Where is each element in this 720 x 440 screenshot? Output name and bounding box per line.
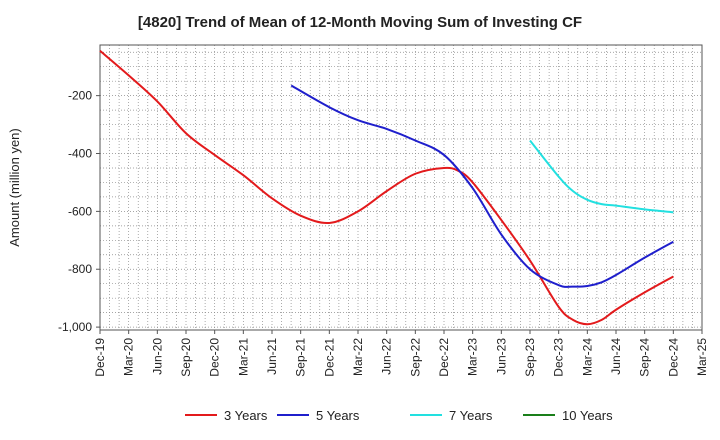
legend-label: 3 Years bbox=[224, 408, 268, 423]
x-tick-label: Mar-22 bbox=[351, 338, 365, 376]
x-tick-label: Sep-20 bbox=[179, 338, 193, 377]
x-tick-label: Mar-20 bbox=[122, 338, 136, 376]
legend-label: 10 Years bbox=[562, 408, 613, 423]
x-axis-ticks: Dec-19 Mar-20 Jun-20 Sep-20 Dec-20 Mar-21 Jun-… bbox=[93, 330, 709, 377]
grid bbox=[99, 45, 703, 330]
y-tick-label: -1,000 bbox=[58, 320, 92, 334]
series-line-5-years bbox=[290, 84, 674, 288]
x-tick-label: Jun-20 bbox=[150, 338, 164, 375]
x-tick-label: Jun-22 bbox=[380, 338, 394, 375]
y-axis-label: Amount (million yen) bbox=[7, 128, 22, 247]
x-tick-label: Dec-19 bbox=[93, 338, 107, 377]
legend-label: 7 Years bbox=[449, 408, 493, 423]
x-tick-label: Mar-25 bbox=[695, 338, 709, 376]
x-tick-label: Dec-22 bbox=[437, 338, 451, 377]
x-tick-label: Dec-20 bbox=[208, 338, 222, 377]
series-line-3-years bbox=[99, 50, 674, 326]
y-tick-label: -200 bbox=[68, 89, 92, 103]
x-tick-label: Mar-24 bbox=[580, 338, 594, 376]
legend: 3 Years 5 Years 7 Years 10 Years bbox=[185, 408, 613, 423]
x-tick-label: Jun-23 bbox=[494, 338, 508, 375]
chart-title: [4820] Trend of Mean of 12-Month Moving … bbox=[137, 14, 583, 31]
x-tick-label: Dec-23 bbox=[552, 338, 566, 377]
legend-label: 5 Years bbox=[316, 408, 360, 423]
plot-frame bbox=[99, 44, 703, 331]
x-tick-label: Mar-21 bbox=[236, 338, 250, 376]
series-line-7-years bbox=[529, 139, 674, 214]
y-tick-label: -800 bbox=[68, 262, 92, 276]
x-tick-label: Dec-21 bbox=[322, 338, 336, 377]
series-layer bbox=[99, 50, 674, 326]
x-tick-label: Sep-24 bbox=[638, 338, 652, 377]
x-tick-label: Sep-22 bbox=[408, 338, 422, 377]
y-tick-label: -600 bbox=[68, 204, 92, 218]
x-tick-label: Dec-24 bbox=[666, 338, 680, 377]
x-tick-label: Sep-21 bbox=[294, 338, 308, 377]
x-tick-label: Sep-23 bbox=[523, 338, 537, 377]
y-axis-ticks: -1,000 -800 -600 -400 -200 bbox=[58, 89, 100, 334]
x-tick-label: Jun-21 bbox=[265, 338, 279, 375]
x-tick-label: Mar-23 bbox=[466, 338, 480, 376]
y-tick-label: -400 bbox=[68, 147, 92, 161]
x-tick-label: Jun-24 bbox=[609, 338, 623, 375]
